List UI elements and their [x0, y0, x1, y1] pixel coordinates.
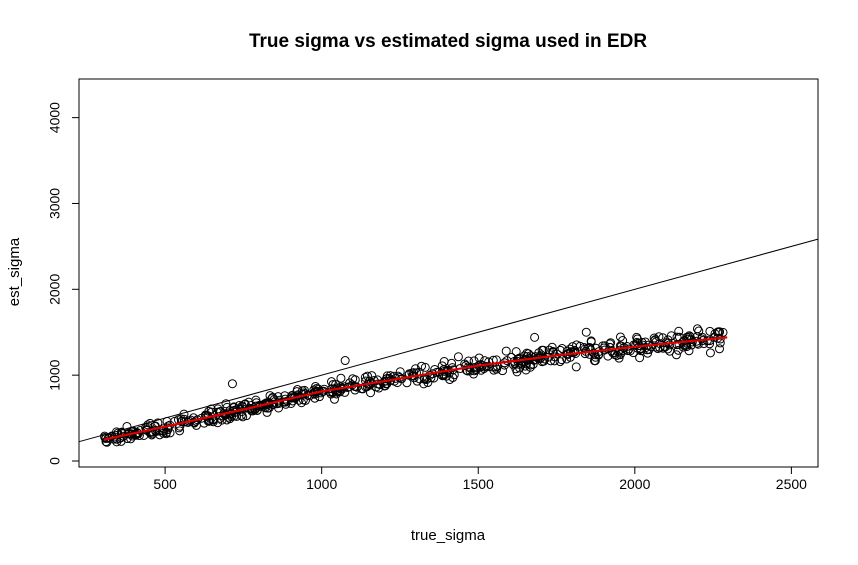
data-point [671, 350, 681, 360]
data-point [515, 363, 525, 373]
data-point [248, 405, 258, 415]
data-point [481, 362, 491, 371]
data-point [292, 385, 302, 395]
data-point [544, 345, 554, 355]
data-point [227, 379, 237, 389]
data-point [632, 332, 642, 342]
x-tick-label: 2000 [619, 476, 650, 492]
data-point [705, 348, 715, 358]
data-point [204, 406, 214, 416]
data-point [175, 426, 185, 436]
y-tick-label: 2000 [47, 274, 63, 305]
data-point [213, 404, 223, 414]
data-point [274, 398, 284, 408]
data-point [367, 371, 377, 381]
data-point [635, 353, 645, 363]
data-point [654, 332, 664, 342]
data-point [713, 327, 722, 337]
data-point [236, 410, 246, 420]
data-point [420, 362, 430, 372]
data-point [287, 391, 297, 401]
data-point [375, 380, 385, 390]
data-point [189, 418, 199, 428]
data-point [327, 377, 336, 387]
data-point [571, 362, 581, 372]
data-point [605, 342, 615, 352]
data-point [158, 428, 168, 438]
plot-area [78, 238, 819, 447]
x-tick-label: 1500 [463, 476, 494, 492]
data-point [225, 414, 235, 424]
data-point [663, 344, 673, 354]
data-point [439, 369, 449, 379]
data-point [631, 340, 641, 350]
data-point [521, 365, 531, 375]
data-point [646, 342, 656, 352]
y-axis: 0 1000 2000 3000 4000 [47, 102, 80, 465]
chart-title: True sigma vs estimated sigma used in ED… [249, 31, 647, 52]
x-tick-label: 2500 [776, 476, 807, 492]
data-point [333, 386, 343, 396]
x-tick-label: 500 [153, 476, 177, 492]
data-point [606, 338, 616, 348]
data-point [715, 344, 724, 354]
data-point [520, 361, 530, 371]
data-point [615, 341, 625, 351]
data-point [112, 434, 122, 444]
data-point [453, 352, 463, 362]
data-point [366, 388, 376, 398]
data-point [191, 420, 201, 430]
data-point [417, 361, 427, 371]
data-point [340, 356, 350, 366]
x-tick-label: 1000 [306, 476, 337, 492]
data-point [547, 342, 557, 352]
y-tick-label: 1000 [47, 359, 63, 390]
plot-frame [78, 78, 819, 468]
data-point [374, 383, 384, 393]
data-point [147, 430, 157, 440]
data-point [692, 324, 702, 334]
data-point [221, 399, 231, 409]
y-axis-label: est_sigma [6, 237, 23, 306]
data-point [590, 356, 600, 366]
data-point [500, 360, 510, 370]
data-point [555, 357, 565, 367]
data-point [117, 428, 127, 438]
data-point [329, 394, 339, 404]
data-point [288, 396, 298, 406]
data-point [213, 418, 223, 428]
y-tick-label: 4000 [47, 102, 63, 133]
x-axis-label: true_sigma [411, 527, 486, 544]
data-point [469, 369, 479, 379]
data-point [530, 332, 540, 342]
data-point [423, 378, 433, 388]
data-point [469, 356, 479, 366]
data-point [395, 367, 405, 377]
data-point [206, 404, 216, 414]
data-point [694, 326, 704, 336]
data-point [360, 372, 370, 382]
fit-line [103, 336, 728, 441]
data-point [674, 326, 684, 336]
y-tick-label: 0 [47, 457, 63, 465]
data-point [610, 350, 620, 360]
data-point [673, 345, 683, 355]
data-point [145, 428, 155, 438]
data-point [618, 336, 628, 346]
identity-line [78, 238, 819, 443]
data-point [461, 365, 471, 375]
data-point [581, 327, 591, 337]
data-point [501, 346, 511, 356]
data-point [150, 421, 160, 431]
data-point [586, 337, 596, 347]
data-point [336, 373, 346, 383]
y-tick-label: 3000 [47, 188, 63, 219]
data-point [122, 421, 132, 431]
